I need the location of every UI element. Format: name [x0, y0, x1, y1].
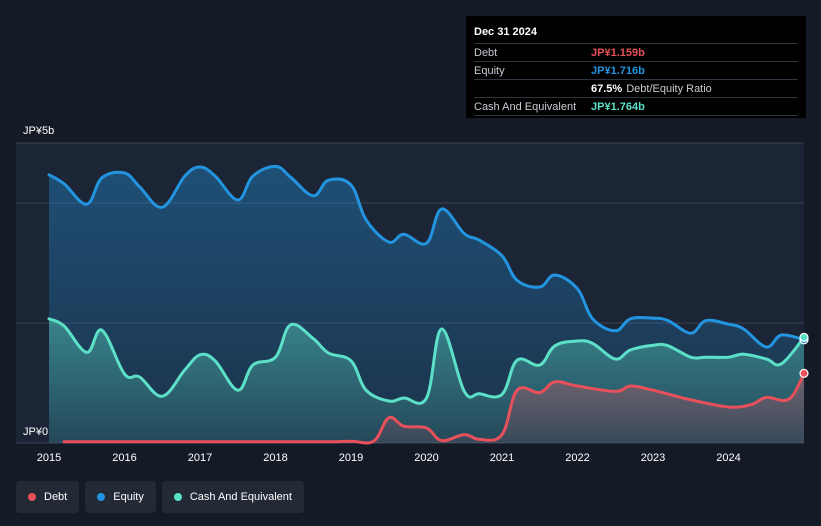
legend-item-debt[interactable]: Debt [16, 481, 80, 513]
x-tick-label: 2023 [641, 452, 665, 464]
series-end-markers [799, 332, 809, 378]
tooltip-panel: Dec 31 2024 Debt JP¥1.159b Equity JP¥1.7… [466, 16, 806, 118]
x-tick-label: 2016 [112, 452, 136, 464]
tooltip-row-equity: Equity JP¥1.716b [474, 61, 798, 79]
marker-cash [799, 332, 809, 342]
tooltip-row-ratio: 67.5% Debt/Equity Ratio [474, 79, 798, 97]
legend-item-equity[interactable]: Equity [85, 481, 156, 513]
line-debt [62, 371, 806, 445]
y-tick-label: JP¥0 [23, 426, 48, 438]
line-equity [47, 164, 806, 349]
legend-debt-label: Debt [44, 491, 68, 503]
x-tick-label: 2018 [263, 452, 287, 464]
tooltip-equity-value: JP¥1.716b [591, 64, 645, 77]
x-tick-label: 2015 [37, 452, 61, 464]
series-areas [49, 166, 805, 444]
legend-equity-label: Equity [113, 491, 144, 503]
x-tick-label: 2024 [716, 452, 740, 464]
legend-item-cash[interactable]: Cash And Equivalent [161, 481, 304, 513]
x-tick-label: 2017 [188, 452, 212, 464]
y-axis-labels: JP¥5b JP¥0 [23, 125, 54, 438]
x-tick-label: 2020 [414, 452, 438, 464]
legend-equity-dot-icon [97, 493, 106, 501]
tooltip-equity-label: Equity [474, 64, 505, 77]
chart-legend: Debt Equity Cash And Equivalent [16, 481, 304, 513]
y-tick-label: JP¥5b [23, 125, 54, 137]
tooltip-debt-value: JP¥1.159b [591, 46, 645, 59]
legend-cash-label: Cash And Equivalent [189, 491, 292, 503]
tooltip-debt-label: Debt [474, 46, 498, 59]
line-cash [47, 317, 806, 405]
marker-debt [799, 368, 809, 378]
series-lines [47, 164, 806, 445]
x-tick-label: 2019 [339, 452, 363, 464]
area-debt [64, 373, 805, 444]
tooltip-date: Dec 31 2024 [474, 26, 537, 38]
x-axis-labels: 2015 2016 2017 2018 2019 2020 2021 2022 2023 2024 [37, 452, 741, 464]
tooltip-cash-label: Cash And Equivalent [474, 100, 577, 113]
tooltip-ratio-label: Debt/Equity Ratio [626, 82, 712, 95]
legend-debt-dot-icon [28, 493, 36, 501]
legend-cash-dot-icon [173, 493, 182, 501]
tooltip-cash-value: JP¥1.764b [591, 100, 645, 113]
tooltip-row-cash: Cash And Equivalent JP¥1.764b [474, 97, 798, 116]
x-tick-label: 2021 [490, 452, 514, 464]
tooltip-row-debt: Debt JP¥1.159b [474, 43, 798, 61]
tooltip-ratio-value: 67.5% [591, 82, 623, 95]
x-tick-label: 2022 [565, 452, 589, 464]
